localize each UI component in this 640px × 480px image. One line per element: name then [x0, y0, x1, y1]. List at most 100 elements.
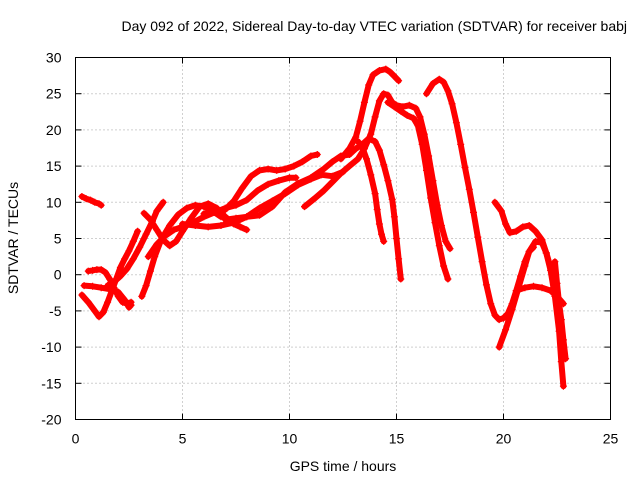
data-point	[474, 233, 482, 241]
data-point	[121, 255, 129, 263]
data-point	[87, 196, 94, 204]
data-point	[363, 155, 370, 163]
data-point	[384, 98, 392, 106]
data-point	[281, 188, 289, 196]
data-point	[457, 140, 465, 148]
data-point	[380, 237, 388, 245]
data-point	[502, 220, 510, 228]
data-point	[170, 226, 178, 234]
data-point	[393, 235, 400, 242]
data-point	[102, 269, 109, 276]
data-point	[356, 117, 364, 125]
data-point	[369, 71, 377, 79]
data-point	[382, 65, 390, 73]
data-point	[444, 275, 452, 283]
data-point	[380, 90, 388, 98]
data-point	[380, 161, 388, 169]
data-point	[390, 103, 398, 111]
data-point	[91, 198, 99, 206]
data-point	[512, 287, 520, 295]
data-point	[264, 180, 272, 188]
data-point	[97, 266, 105, 274]
data-point	[375, 67, 383, 74]
y-tick-label: 20	[46, 122, 62, 138]
data-point	[230, 197, 238, 205]
data-point	[179, 220, 186, 228]
data-point	[311, 194, 319, 202]
data-point	[500, 314, 507, 322]
data-point	[373, 206, 381, 213]
data-point	[95, 313, 103, 321]
axis-layer: -20 -15 -10 -5 0 5 10 15 20 25 30 0 5 10 15 20 25	[41, 50, 618, 447]
data-point	[384, 177, 392, 185]
data-point	[423, 90, 430, 98]
data-point	[97, 201, 105, 209]
data-point	[482, 281, 490, 289]
data-point	[144, 253, 152, 261]
data-point	[345, 162, 353, 170]
data-point	[89, 266, 97, 274]
data-point	[427, 194, 435, 202]
data-point	[127, 301, 135, 309]
data-point	[320, 187, 328, 195]
data-point	[403, 111, 411, 119]
data-point	[129, 237, 137, 245]
data-point	[440, 78, 448, 86]
y-tick-label: 10	[46, 194, 62, 210]
data-point	[412, 104, 420, 112]
data-point	[538, 284, 546, 292]
data-point	[159, 198, 167, 206]
data-point	[487, 300, 495, 308]
data-point	[386, 68, 394, 76]
data-point	[358, 143, 366, 151]
data-point	[191, 201, 199, 209]
data-point	[354, 138, 362, 145]
data-point	[292, 174, 300, 182]
data-point	[448, 100, 456, 108]
data-point	[410, 114, 418, 122]
data-point	[268, 203, 276, 211]
data-point	[478, 258, 486, 266]
data-point	[388, 195, 396, 203]
data-series	[384, 98, 452, 283]
grid-layer	[75, 57, 611, 420]
y-tick-label: -5	[49, 303, 62, 319]
x-axis-title: GPS time / hours	[290, 458, 397, 474]
data-point	[256, 211, 263, 219]
x-tick-label: 15	[389, 431, 405, 447]
data-point	[395, 255, 403, 263]
data-point	[256, 204, 263, 212]
series-trace	[301, 90, 453, 252]
data-point	[138, 292, 146, 300]
y-tick-label: 0	[54, 267, 62, 283]
data-point	[110, 278, 118, 286]
data-point	[153, 207, 161, 215]
data-point	[232, 214, 240, 222]
data-point	[562, 355, 570, 363]
series-trace	[200, 151, 321, 217]
data-point	[153, 226, 161, 234]
data-point	[236, 223, 244, 231]
data-point	[371, 113, 379, 121]
data-point	[221, 216, 229, 224]
data-point	[371, 138, 379, 145]
data-point	[146, 267, 154, 275]
data-point	[174, 211, 182, 219]
data-point	[89, 282, 97, 290]
data-point	[521, 262, 529, 270]
data-point	[104, 298, 112, 306]
data-point	[328, 158, 336, 166]
data-point	[84, 298, 92, 306]
data-point	[397, 275, 405, 283]
data-point	[519, 223, 527, 231]
data-point	[452, 119, 460, 127]
data-point	[337, 155, 345, 163]
data-point	[281, 165, 289, 173]
data-point	[200, 210, 208, 218]
data-point	[200, 203, 208, 211]
data-point	[129, 255, 137, 263]
data-point	[555, 300, 563, 308]
data-point	[390, 213, 398, 221]
data-point	[365, 81, 373, 89]
